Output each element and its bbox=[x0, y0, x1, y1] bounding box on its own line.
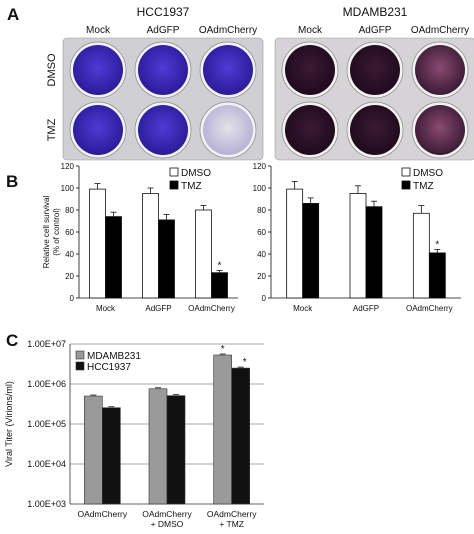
legend-label: MDAMB231 bbox=[87, 351, 141, 362]
bar-chart-b-right: 0 20 40 60 80 100 120 Mock AdGFP OAdmCherry * DMSO T… bbox=[253, 162, 461, 313]
y-tick-label: 60 bbox=[65, 228, 74, 237]
plate-column-label: Mock bbox=[298, 25, 323, 36]
x-tick-label: OAdmCherry bbox=[142, 509, 192, 519]
bar bbox=[102, 407, 121, 505]
bar bbox=[349, 193, 367, 299]
panel-letter-b: B bbox=[6, 172, 18, 191]
well-stain bbox=[350, 105, 400, 155]
x-tick-label: + TMZ bbox=[219, 519, 244, 529]
plate-row-label: DMSO bbox=[46, 53, 58, 86]
y-tick-label: 100 bbox=[253, 184, 267, 193]
legend-swatch bbox=[169, 167, 179, 177]
y-tick-label: 80 bbox=[65, 206, 74, 215]
bar bbox=[231, 367, 250, 505]
legend-swatch bbox=[75, 361, 85, 371]
plate-row-label: TMZ bbox=[46, 118, 58, 141]
plate-title: HCC1937 bbox=[137, 5, 190, 19]
bar bbox=[148, 388, 168, 505]
y-tick-label: 100 bbox=[61, 184, 75, 193]
x-tick-label: OAdmCherry bbox=[406, 304, 453, 313]
y-tick-label: 0 bbox=[70, 294, 75, 303]
y-tick-label: 1.00E+07 bbox=[27, 339, 66, 349]
y-tick-label: 20 bbox=[65, 272, 74, 281]
panel-letter-a: A bbox=[7, 5, 19, 24]
plate-column-label: AdGFP bbox=[359, 25, 392, 36]
significance-marker: * bbox=[221, 344, 225, 355]
plate-column-label: AdGFP bbox=[147, 25, 180, 36]
well-stain bbox=[350, 45, 400, 95]
well-stain bbox=[285, 45, 335, 95]
y-tick-label: 120 bbox=[253, 162, 267, 171]
x-tick-label: AdGFP bbox=[145, 304, 171, 313]
bar bbox=[412, 212, 430, 299]
well-stain bbox=[73, 45, 123, 95]
x-tick-label: AdGFP bbox=[353, 304, 379, 313]
significance-marker: * bbox=[218, 261, 222, 272]
y-axis-label: Viral Titer (Virions/ml) bbox=[4, 381, 14, 467]
legend-label: DMSO bbox=[413, 168, 443, 179]
well-stain bbox=[203, 105, 253, 155]
plate-title: MDAMB231 bbox=[343, 5, 408, 19]
bar bbox=[166, 395, 186, 505]
y-tick-label: 40 bbox=[257, 250, 266, 259]
plate-column-label: OAdmCherry bbox=[411, 25, 469, 36]
y-tick-label: 120 bbox=[61, 162, 75, 171]
x-tick-label: OAdmCherry bbox=[207, 509, 257, 519]
y-tick-label: 40 bbox=[65, 250, 74, 259]
legend-label: TMZ bbox=[181, 181, 202, 192]
significance-marker: * bbox=[243, 357, 247, 368]
bar bbox=[84, 395, 103, 505]
bar bbox=[211, 272, 228, 299]
y-tick-label: 20 bbox=[257, 272, 266, 281]
bar bbox=[105, 216, 122, 299]
bar bbox=[89, 188, 106, 299]
panel-letter-c: C bbox=[6, 331, 18, 350]
bar bbox=[302, 202, 320, 299]
y-tick-label: 0 bbox=[262, 294, 267, 303]
plate-column-label: Mock bbox=[86, 25, 111, 36]
y-tick-label: 1.00E+06 bbox=[27, 379, 66, 389]
x-tick-label: Mock bbox=[293, 304, 313, 313]
bar bbox=[428, 252, 446, 299]
bar bbox=[286, 188, 304, 299]
plate-mdamb231: MDAMB231 Mock AdGFP OAdmCherry bbox=[274, 5, 474, 161]
y-tick-label: 1.00E+03 bbox=[27, 499, 66, 509]
y-tick-label: 1.00E+05 bbox=[27, 419, 66, 429]
y-tick-label: 1.00E+04 bbox=[27, 459, 66, 469]
legend-label: HCC1937 bbox=[87, 362, 131, 373]
legend-swatch bbox=[75, 350, 85, 360]
bar bbox=[158, 219, 175, 299]
legend-swatch bbox=[401, 167, 411, 177]
bar bbox=[142, 193, 159, 299]
y-tick-label: 80 bbox=[257, 206, 266, 215]
well-stain bbox=[415, 105, 465, 155]
well-stain bbox=[415, 45, 465, 95]
legend-swatch bbox=[401, 180, 411, 190]
legend-swatch bbox=[169, 180, 179, 190]
bar-chart-c: 1.00E+03 1.00E+04 1.00E+05 1.00E+06 1.00E+07… bbox=[4, 339, 264, 529]
bar bbox=[213, 354, 232, 505]
bar bbox=[365, 206, 383, 299]
plate-hcc1937: HCC1937 Mock AdGFP OAdmCherry bbox=[62, 5, 264, 161]
well-stain bbox=[203, 45, 253, 95]
x-tick-label: OAdmCherry bbox=[188, 304, 235, 313]
x-tick-label: Mock bbox=[96, 304, 116, 313]
y-axis-label: Relative cell survival bbox=[42, 196, 51, 269]
plate-column-label: OAdmCherry bbox=[199, 25, 257, 36]
y-tick-label: 60 bbox=[257, 228, 266, 237]
well-stain bbox=[285, 105, 335, 155]
significance-marker: * bbox=[435, 240, 439, 251]
well-stain bbox=[73, 105, 123, 155]
legend-label: DMSO bbox=[181, 168, 211, 179]
well-stain bbox=[138, 105, 188, 155]
bar-chart-b-left: 0 20 40 60 80 100 120 Relative cell survival (% … bbox=[42, 162, 238, 313]
y-axis-label: (% of control) bbox=[52, 208, 61, 256]
bar bbox=[195, 209, 212, 299]
legend-label: TMZ bbox=[413, 181, 434, 192]
x-tick-label: + DMSO bbox=[151, 519, 184, 529]
well-stain bbox=[138, 45, 188, 95]
x-tick-label: OAdmCherry bbox=[78, 509, 128, 519]
